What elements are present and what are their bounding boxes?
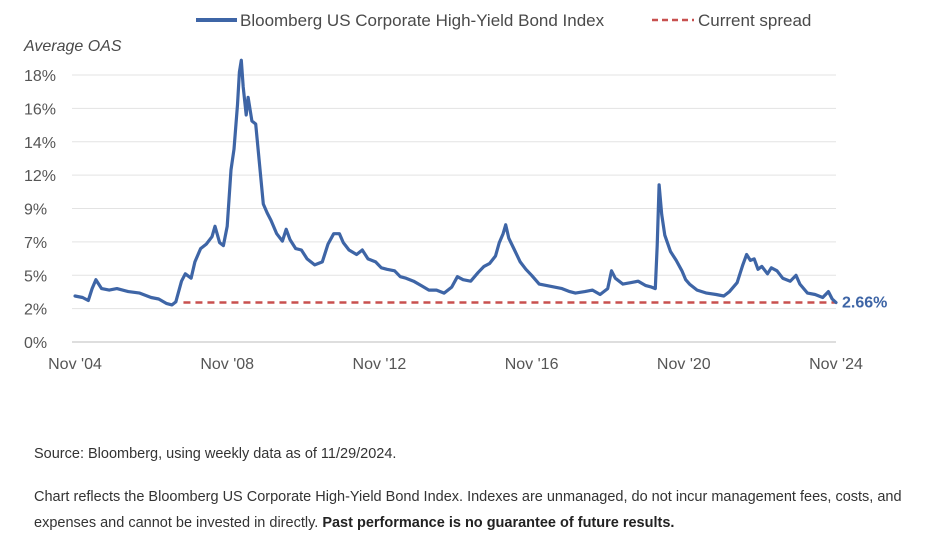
disclaimer-note: Chart reflects the Bloomberg US Corporat… <box>34 484 939 536</box>
y-tick-label: 18% <box>24 68 56 85</box>
y-tick-label: 12% <box>24 168 56 185</box>
x-tick-label: Nov '08 <box>200 356 254 373</box>
gridlines <box>72 74 836 343</box>
x-tick-label: Nov '16 <box>505 356 559 373</box>
disclaimer-text: Chart reflects the Bloomberg US Corporat… <box>34 489 902 531</box>
y-tick-label: 14% <box>24 135 56 152</box>
chart: Bloomberg US Corporate High-Yield Bond I… <box>23 11 887 373</box>
y-tick-label: 5% <box>24 268 47 285</box>
series-line-high-yield-index <box>73 58 838 307</box>
disclaimer-bold: Past performance is no guarantee of futu… <box>322 515 675 531</box>
series-group <box>73 58 838 307</box>
y-tick-label: 7% <box>24 235 47 252</box>
y-tick-label: 9% <box>24 202 47 219</box>
y-axis-label: Average OAS <box>23 38 122 55</box>
legend: Bloomberg US Corporate High-Yield Bond I… <box>196 11 811 30</box>
legend-label-index: Bloomberg US Corporate High-Yield Bond I… <box>240 11 605 30</box>
source-note: Source: Bloomberg, using weekly data as … <box>34 446 397 462</box>
x-tick-label: Nov '12 <box>353 356 407 373</box>
x-tick-label: Nov '20 <box>657 356 711 373</box>
current-spread-value-label: 2.66% <box>842 295 887 312</box>
legend-label-current-spread: Current spread <box>698 11 811 30</box>
y-tick-label: 16% <box>24 101 56 118</box>
x-tick-labels: Nov '04 Nov '08 Nov '12 Nov '16 Nov '20 Nov '… <box>48 356 863 373</box>
y-tick-label: 0% <box>24 335 47 352</box>
y-tick-labels: 0% 2% 5% 7% 9% 12% 14% 16% 18% <box>24 68 56 352</box>
y-tick-label: 2% <box>24 302 47 319</box>
x-tick-label: Nov '24 <box>809 356 863 373</box>
x-tick-label: Nov '04 <box>48 356 102 373</box>
